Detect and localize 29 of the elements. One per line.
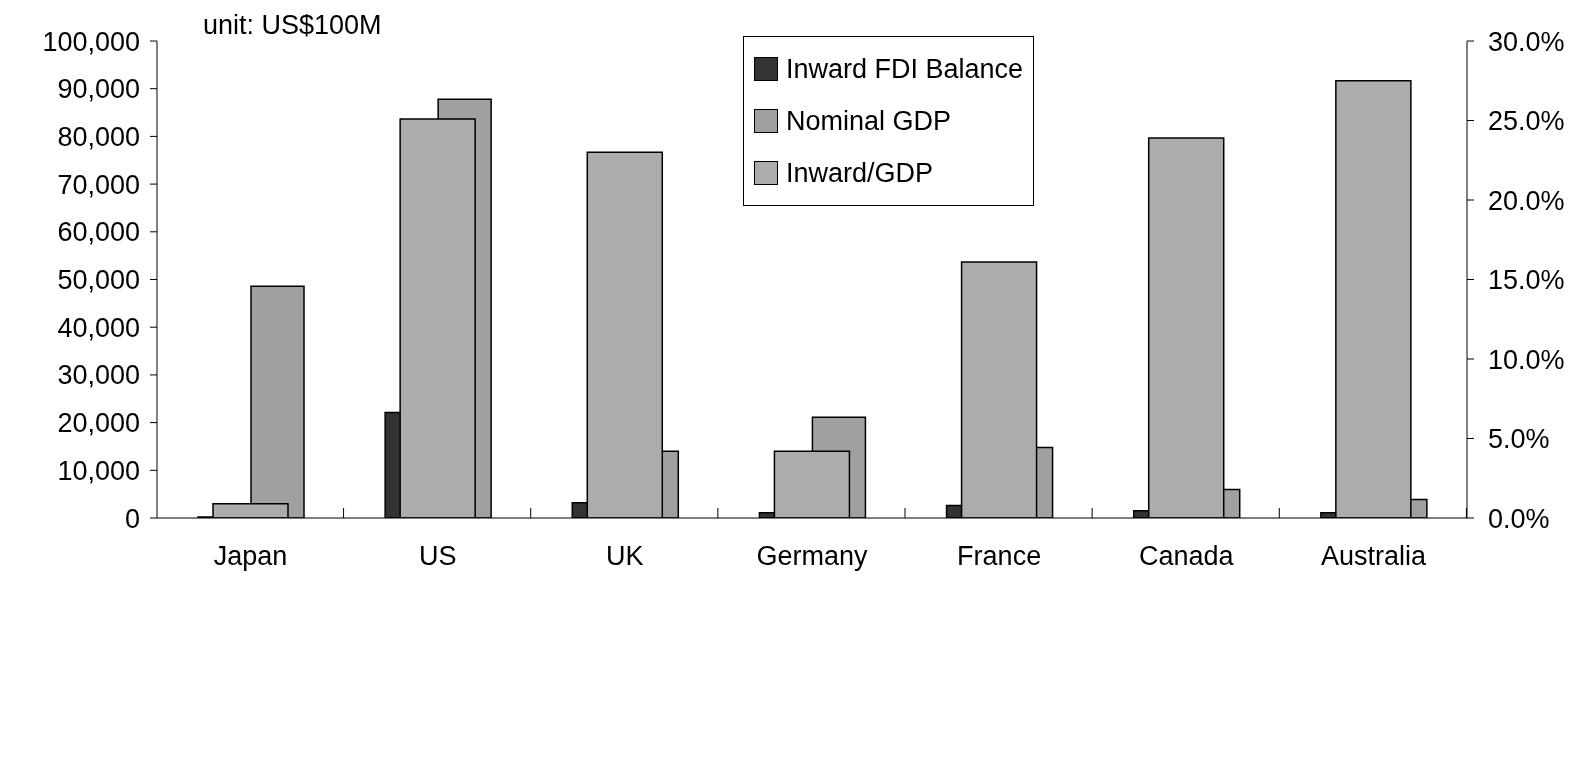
x-tick-label: Australia xyxy=(1320,541,1427,572)
legend-label: Nominal GDP xyxy=(786,105,952,137)
x-tick-label: UK xyxy=(606,541,644,572)
y-tick-label: 100,000 xyxy=(42,26,140,57)
y2-tick-label: 10.0% xyxy=(1488,344,1565,375)
legend-label: Inward/GDP xyxy=(786,157,934,189)
y-tick-label: 80,000 xyxy=(57,121,140,152)
legend-label: Inward FDI Balance xyxy=(786,53,1024,85)
y2-tick-label: 30.0% xyxy=(1488,26,1565,57)
y-tick-label: 10,000 xyxy=(57,455,140,486)
y-tick-label: 60,000 xyxy=(57,217,140,248)
x-tick-label: Canada xyxy=(1138,541,1235,572)
y2-tick-label: 0.0% xyxy=(1488,503,1550,534)
y-tick-label: 20,000 xyxy=(57,408,140,439)
y-tick-label: 30,000 xyxy=(57,360,140,391)
y2-tick-label: 20.0% xyxy=(1488,185,1565,216)
y2-tick-label: 5.0% xyxy=(1488,424,1550,455)
y2-tick-label: 15.0% xyxy=(1488,265,1565,296)
x-tick-label: Germany xyxy=(756,541,869,572)
text: unit: US$100M xyxy=(203,10,382,41)
y-tick-label: 90,000 xyxy=(57,74,140,105)
y-tick-label: 0 xyxy=(124,503,140,534)
y-tick-label: 70,000 xyxy=(57,169,140,200)
x-tick-label: Japan xyxy=(213,541,288,572)
y2-tick-label: 25.0% xyxy=(1488,106,1565,137)
x-tick-label: France xyxy=(957,541,1042,572)
y-tick-label: 50,000 xyxy=(57,265,140,296)
y-tick-label: 40,000 xyxy=(57,312,140,343)
x-tick-label: US xyxy=(418,541,457,572)
